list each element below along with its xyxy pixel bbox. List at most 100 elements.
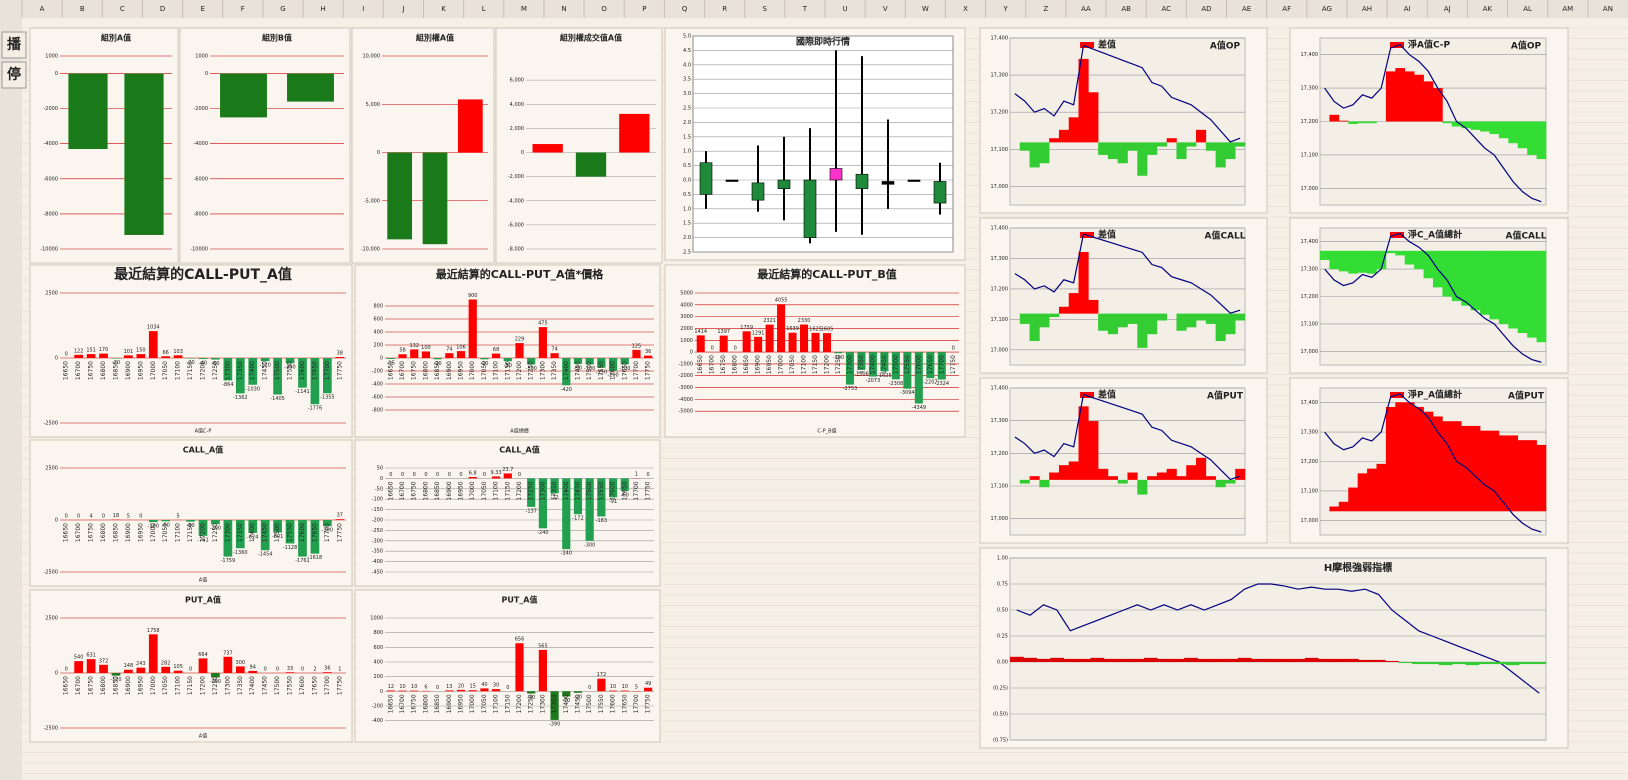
bar [914, 352, 923, 404]
column-letter: AB [1121, 5, 1131, 13]
bar [285, 672, 295, 673]
category-label: 17100 [493, 694, 500, 713]
column-letter: AI [1404, 5, 1411, 13]
area-bar [1395, 250, 1406, 256]
category-label: 17700 [633, 481, 640, 500]
category-label: 16750 [411, 361, 418, 380]
bar [573, 478, 583, 515]
category-label: 16950 [458, 481, 465, 500]
data-label: -100 [148, 524, 159, 530]
data-label: -120 [110, 677, 121, 683]
category-label: 17700 [938, 355, 945, 374]
area-bar [1088, 92, 1099, 143]
category-label: 17350 [237, 523, 244, 542]
bar [445, 353, 454, 358]
category-label: 17650 [621, 694, 628, 713]
category-label: 16850 [434, 481, 441, 500]
data-label: 101 [124, 349, 134, 355]
category-label: 17300 [539, 694, 546, 713]
area-bar [1489, 250, 1500, 320]
bar [186, 358, 195, 359]
bar [527, 691, 536, 694]
bar [211, 358, 220, 360]
bar [926, 352, 935, 379]
category-label: 17600 [299, 676, 306, 695]
category-label: 17600 [610, 694, 617, 713]
candle-body [881, 181, 895, 185]
category-label: 17050 [162, 523, 169, 542]
y-tick-label: 1.5 [683, 134, 691, 140]
category-label: 16950 [137, 676, 144, 695]
bar [298, 358, 307, 388]
area-bar [1019, 142, 1030, 151]
category-label: 17200 [516, 481, 523, 500]
y-tick-label: 800 [373, 630, 383, 636]
toolbar-button[interactable]: 播 [1, 31, 27, 59]
category-label: 16750 [88, 676, 95, 695]
data-label: 105 [173, 664, 183, 670]
category-label: 17550 [287, 361, 294, 380]
column-letter: N [561, 5, 566, 13]
area-bar [1527, 121, 1537, 155]
y-tick-label: 0.75 [997, 582, 1008, 588]
bar [99, 353, 108, 358]
data-label: 94 [250, 664, 256, 670]
data-label: 172 [597, 672, 607, 678]
category-label: 17700 [324, 361, 331, 380]
data-label: -1362 [233, 395, 248, 401]
bar [538, 478, 547, 529]
area-bar [1039, 142, 1050, 164]
bar [235, 358, 245, 394]
chart-title: CALL_A值 [183, 445, 223, 455]
area-bar [1117, 479, 1128, 484]
data-label: -601 [272, 534, 283, 540]
category-label: 17250 [528, 481, 535, 500]
y-tick-label: 0 [690, 350, 693, 356]
area-bar [1225, 142, 1236, 160]
data-label: -1141 [295, 389, 310, 395]
bar [777, 304, 786, 353]
area-bar [1508, 435, 1519, 512]
category-label: 17050 [162, 361, 169, 380]
column-letter: AN [1603, 5, 1613, 13]
column-letter: R [722, 5, 727, 13]
chart: 500040003000200010000-1000-2000-3000-400… [664, 264, 966, 438]
legend-label: 差值 [1098, 229, 1116, 241]
y-tick-label: -10,000 [361, 247, 380, 253]
column-letter: AM [1562, 5, 1573, 13]
chart-title: PUT_A值 [185, 595, 221, 605]
bar [834, 352, 843, 354]
area-bar [1068, 293, 1079, 314]
data-label: 1759 [740, 325, 753, 331]
chart: 6,000 4,000 2,000 0 -2,000 -4,000 -6,000 -8,000… [495, 27, 663, 264]
area-bar [1058, 129, 1070, 143]
bar [248, 520, 258, 533]
bar [515, 343, 524, 358]
area-bar [1078, 251, 1089, 314]
bar [445, 690, 454, 692]
toolbar-button[interactable]: 停 [1, 61, 27, 89]
bar [298, 520, 307, 557]
y-tick-label: 1.5 [683, 221, 691, 227]
bar [310, 520, 320, 554]
area-bar [1147, 142, 1158, 155]
bar [386, 690, 395, 692]
area-bar [1358, 659, 1373, 662]
category-label: 17450 [262, 361, 269, 380]
bar [822, 333, 832, 353]
data-label: -200 [284, 365, 295, 371]
category-label: 17700 [324, 676, 331, 695]
chart: 2500 0 -2500 最近結算的CALL-PUT_A值 0 16650 122 16700… [29, 264, 353, 438]
area-bar [1144, 657, 1158, 662]
y-tick-label: 3000 [680, 314, 693, 320]
category-label: 17650 [621, 361, 628, 380]
y-tick-label: 17,300 [1301, 86, 1319, 92]
bar [492, 353, 501, 358]
area-bar [1498, 250, 1509, 324]
data-label: 40 [481, 682, 487, 688]
data-label: -2308 [889, 381, 904, 387]
category-label: 16700 [709, 355, 716, 374]
category-label: 16800 [422, 361, 429, 380]
data-label: 74 [446, 347, 452, 353]
chart: 17,400 17,300 17,200 17,100 17,000 A值PUT 差值 [979, 377, 1268, 544]
